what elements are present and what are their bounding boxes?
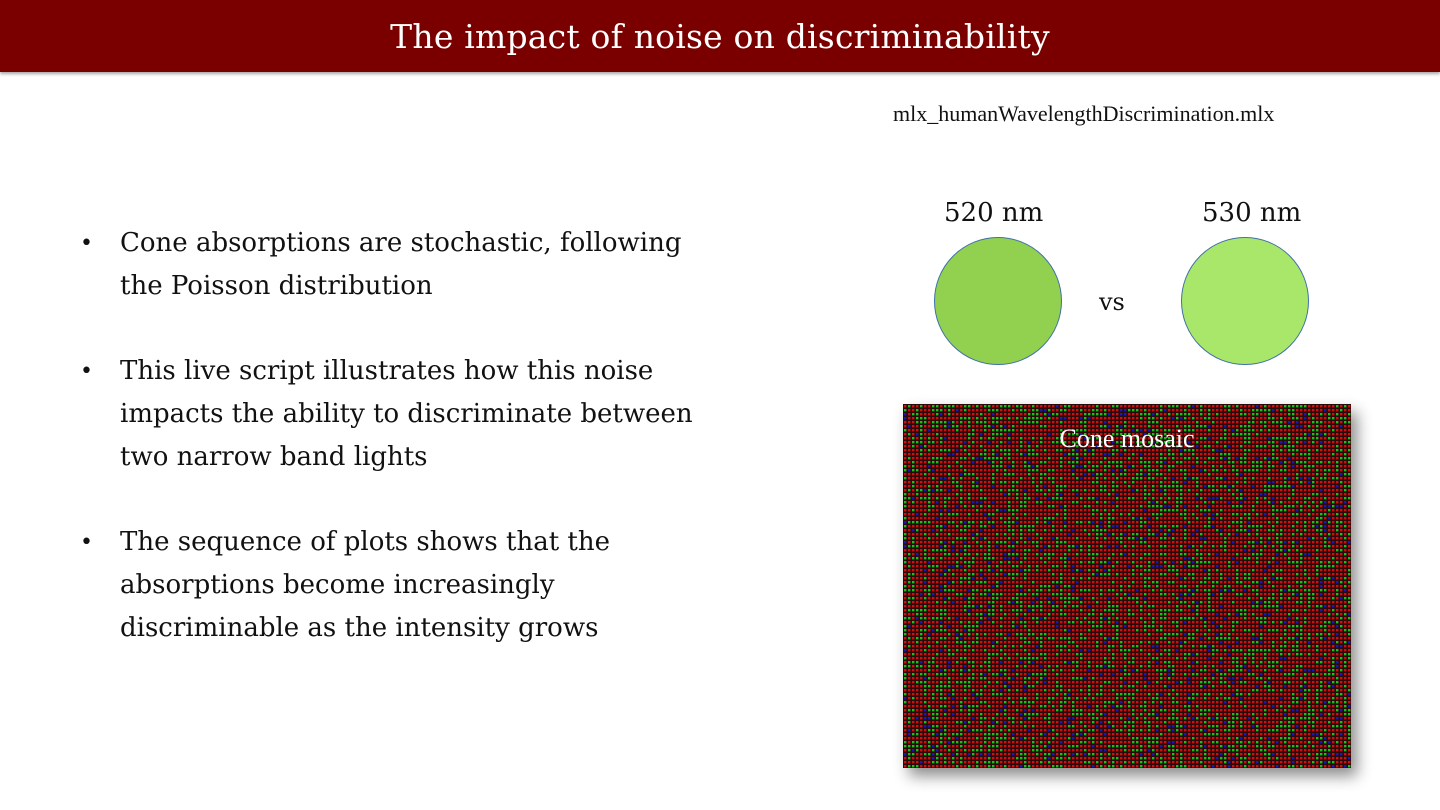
bullet-dot-icon: • bbox=[80, 359, 93, 384]
title-bar: The impact of noise on discriminability bbox=[0, 0, 1440, 72]
bullet-dot-icon: • bbox=[80, 530, 93, 555]
bullet-item: • Cone absorptions are stochastic, follo… bbox=[80, 222, 720, 308]
bullet-list: • Cone absorptions are stochastic, follo… bbox=[80, 222, 720, 692]
wavelength-label-left: 520 nm bbox=[944, 198, 1044, 228]
bullet-text: Cone absorptions are stochastic, followi… bbox=[120, 228, 682, 301]
bullet-item: • This live script illustrates how this … bbox=[80, 350, 720, 479]
cone-mosaic-label: Cone mosaic bbox=[1059, 424, 1195, 453]
filename-label: mlx_humanWavelengthDiscrimination.mlx bbox=[893, 101, 1275, 126]
bullet-text: This live script illustrates how this no… bbox=[120, 356, 693, 472]
cone-mosaic-image: Cone mosaic bbox=[903, 404, 1351, 768]
stimulus-circle-530nm bbox=[1181, 237, 1309, 365]
bullet-item: • The sequence of plots shows that the a… bbox=[80, 521, 720, 650]
bullet-dot-icon: • bbox=[80, 231, 93, 256]
vs-label: vs bbox=[1099, 288, 1125, 316]
cone-mosaic-graphic bbox=[903, 404, 1351, 768]
stimulus-circle-520nm bbox=[934, 237, 1062, 365]
slide-title: The impact of noise on discriminability bbox=[390, 16, 1050, 56]
bullet-text: The sequence of plots shows that the abs… bbox=[120, 527, 611, 643]
wavelength-label-right: 530 nm bbox=[1202, 198, 1302, 228]
